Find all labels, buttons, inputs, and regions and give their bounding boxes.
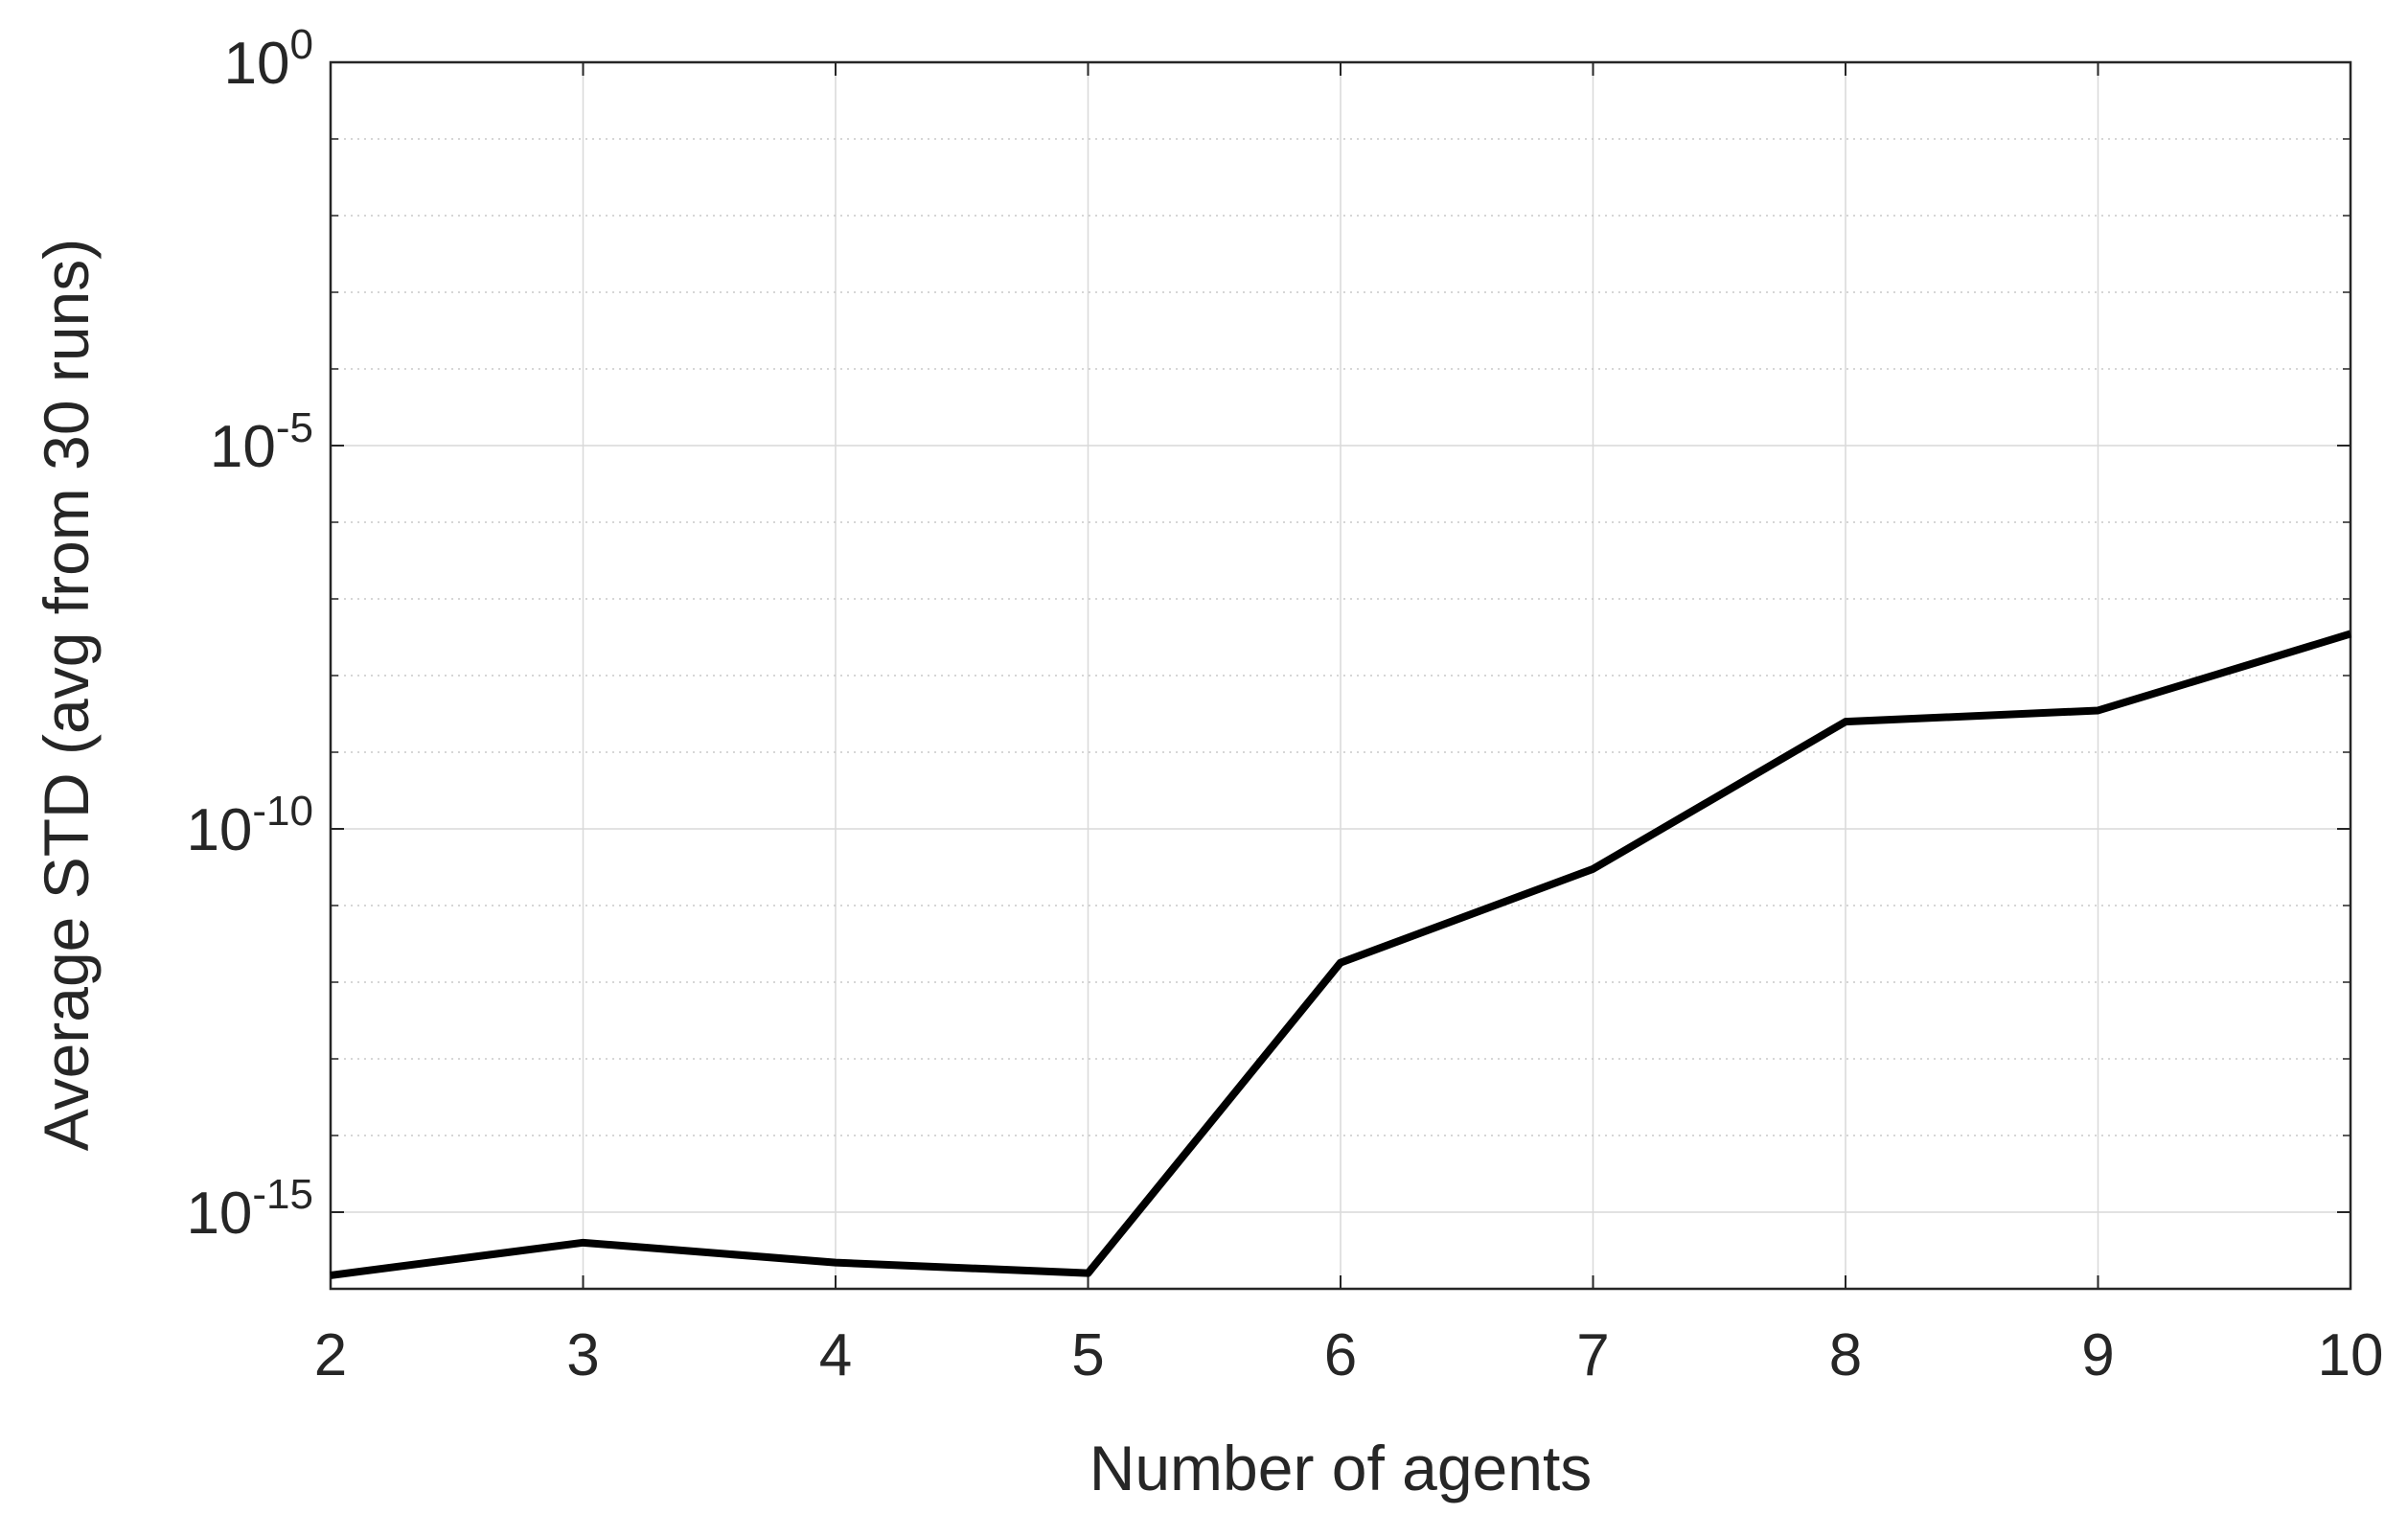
axis-ticks xyxy=(330,61,2351,1290)
x-tick-label: 6 xyxy=(1324,1322,1357,1388)
y-tick-label: 10-10 xyxy=(186,788,313,863)
y-axis-label: Average STD (avg from 30 runs) xyxy=(31,239,102,1152)
y-tick-label: 10-5 xyxy=(210,404,313,480)
grid xyxy=(331,62,2351,1289)
y-tick-label: 10-15 xyxy=(186,1171,313,1247)
x-axis-tick-labels: 2 3 4 5 6 7 8 9 10 xyxy=(314,1322,2384,1388)
x-axis-label: Number of agents xyxy=(1089,1433,1593,1503)
y-tick-label: 100 xyxy=(224,21,313,97)
x-tick-label: 7 xyxy=(1576,1322,1609,1388)
x-tick-label: 8 xyxy=(1829,1322,1862,1388)
series-layer xyxy=(330,630,2352,1279)
x-tick-label: 2 xyxy=(314,1322,347,1388)
x-tick-label: 4 xyxy=(819,1322,852,1388)
x-tick-label: 10 xyxy=(2318,1322,2384,1388)
x-tick-label: 5 xyxy=(1071,1322,1104,1388)
y-axis-tick-labels: 10-15 10-10 10-5 100 xyxy=(186,21,313,1247)
x-tick-label: 3 xyxy=(566,1322,599,1388)
x-tick-label: 9 xyxy=(2081,1322,2114,1388)
